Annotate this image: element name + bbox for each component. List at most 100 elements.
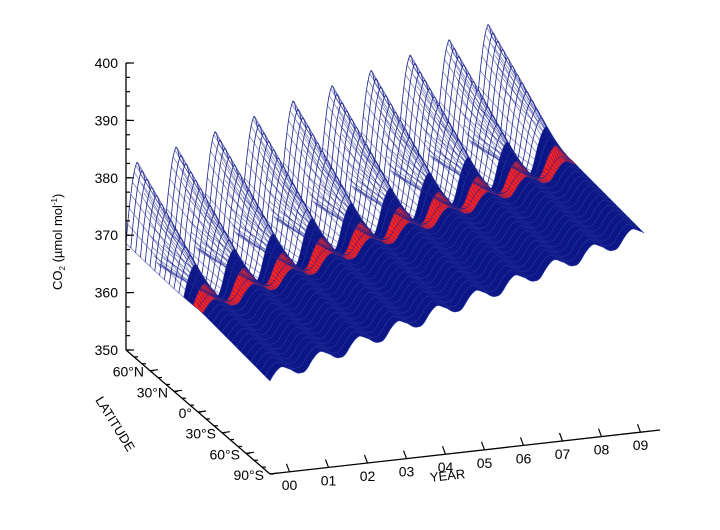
year-mesh-line <box>237 233 383 342</box>
year-mesh-line <box>494 55 640 232</box>
year-mesh-line <box>171 166 316 356</box>
year-mesh-line <box>314 203 459 312</box>
year-mesh-line <box>444 59 589 249</box>
latitude-tick-label: 60°N <box>113 364 144 380</box>
year-mesh-line <box>479 70 625 238</box>
year-mesh-line <box>401 100 547 269</box>
year-mesh-line <box>358 167 503 293</box>
year-mesh-line <box>239 226 385 341</box>
year-tick-label: 05 <box>477 455 493 471</box>
year-mesh-line <box>289 110 435 309</box>
z-tick-label: 350 <box>95 342 119 358</box>
year-mesh-line <box>374 82 519 276</box>
year-mesh-line <box>395 164 541 279</box>
year-tick-label: 08 <box>594 442 610 458</box>
year-mesh-line <box>197 249 342 358</box>
year-mesh-line <box>436 137 581 262</box>
year-mesh-line <box>276 217 422 327</box>
year-mesh-line <box>250 125 396 324</box>
year-mesh-line <box>245 162 391 330</box>
year-mesh-line <box>179 158 324 353</box>
year-mesh-line <box>499 85 644 234</box>
year-mesh-line <box>439 101 584 256</box>
year-tick-label: 02 <box>360 468 376 484</box>
year-mesh-line <box>284 146 430 315</box>
year-mesh-line <box>249 135 394 326</box>
year-tick <box>324 459 330 468</box>
year-tick-label: 01 <box>321 472 337 488</box>
year-mesh-line <box>475 122 620 247</box>
year-mesh-line <box>132 181 277 372</box>
year-mesh-line <box>470 142 615 251</box>
year-mesh-line <box>169 178 315 359</box>
ticks <box>126 62 642 475</box>
year-mesh-line <box>431 157 576 266</box>
year-mesh-line <box>167 192 313 361</box>
year-tick <box>285 463 291 473</box>
z-tick-label: 360 <box>95 285 119 301</box>
year-mesh-line <box>244 177 389 333</box>
year-mesh-line <box>206 177 352 346</box>
z-tick-label: 380 <box>95 170 119 186</box>
year-mesh-line <box>291 103 437 307</box>
year-mesh-line <box>393 171 539 281</box>
year-tick <box>402 450 408 459</box>
year-mesh-line <box>174 149 320 353</box>
year-mesh-line <box>400 116 545 272</box>
year-mesh-line <box>163 244 308 369</box>
z-axis-title: CO2 (µmol mol-1) <box>50 194 67 290</box>
year-tick <box>636 423 642 433</box>
year-mesh-line <box>202 229 347 354</box>
year-tick-label: 04 <box>438 459 454 475</box>
year-mesh-line <box>413 67 558 261</box>
year-mesh-line <box>476 105 622 244</box>
year-mesh-line <box>320 166 466 305</box>
year-mesh-line <box>205 193 350 348</box>
year-mesh-line <box>130 193 276 374</box>
year-mesh-line <box>241 213 386 338</box>
year-mesh-line <box>296 112 441 307</box>
year-mesh-line <box>278 210 424 325</box>
year-mesh-line <box>275 219 420 327</box>
year-mesh-line <box>140 174 285 368</box>
year-mesh-line <box>434 149 580 264</box>
year-mesh-line <box>406 64 552 263</box>
year-tick <box>363 454 369 464</box>
surface-ribbon <box>183 126 563 302</box>
year-mesh-line <box>471 141 617 250</box>
year-mesh-line <box>257 128 402 322</box>
year-mesh-line <box>323 131 469 300</box>
year-mesh-line <box>486 27 632 231</box>
year-mesh-line <box>484 33 630 232</box>
year-mesh-line <box>328 95 474 293</box>
year-mesh-line <box>172 156 318 355</box>
year-mesh-line <box>198 248 344 357</box>
year-axis-title: YEAR <box>429 466 466 485</box>
z-tick-label: 390 <box>95 112 119 128</box>
year-mesh-line <box>452 51 597 246</box>
year-mesh-line <box>280 198 425 323</box>
year-mesh-line <box>135 164 281 369</box>
year-mesh-line <box>353 188 498 297</box>
year-mesh-line <box>366 89 511 280</box>
tick-labels: 350 360 370 380 390 400 60°N 30°N 0° 30°S 60°S 90°S… <box>95 55 649 493</box>
year-mesh-line <box>158 265 303 373</box>
year-mesh-line <box>397 152 542 277</box>
year-tick-label: 06 <box>516 450 532 466</box>
year-axis-line <box>269 429 661 475</box>
co2-surface <box>125 23 645 382</box>
year-mesh-line <box>367 79 513 278</box>
year-mesh-line <box>203 212 349 351</box>
year-tick-label: 09 <box>633 437 649 453</box>
year-mesh-line <box>236 234 381 343</box>
latitude-tick-label: 30°S <box>185 426 216 442</box>
year-mesh-line <box>317 195 463 310</box>
year-mesh-line <box>322 147 467 302</box>
year-tick-label: 07 <box>555 446 571 462</box>
year-mesh-line <box>492 45 638 231</box>
year-mesh-line <box>403 86 549 267</box>
year-mesh-line <box>211 141 357 339</box>
year-mesh-line <box>242 197 388 336</box>
year-mesh-line <box>330 88 476 292</box>
